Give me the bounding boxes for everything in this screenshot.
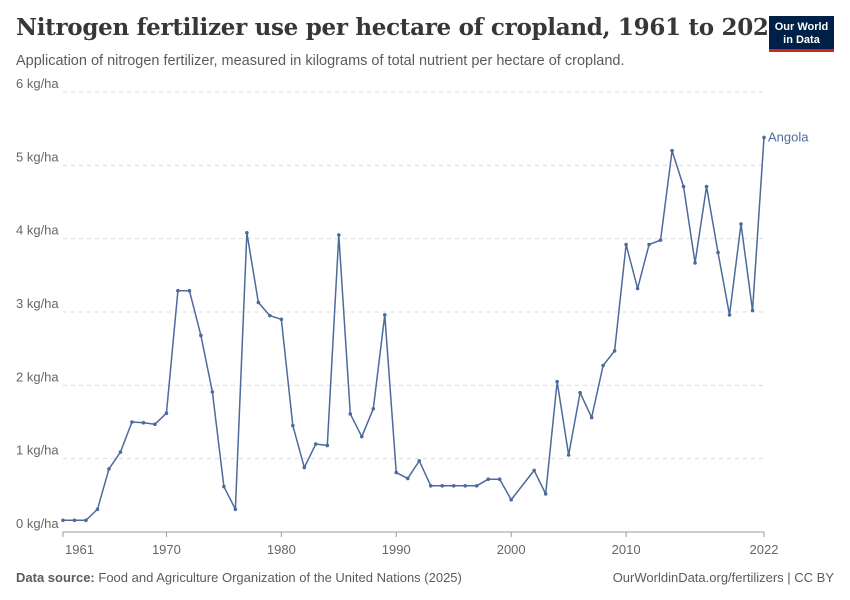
data-point[interactable] [233,507,238,512]
data-point[interactable] [268,313,272,318]
x-tick-label: 1990 [382,542,411,557]
data-point[interactable] [451,484,456,488]
x-tick-label: 1980 [267,542,296,557]
data-point[interactable] [681,184,686,189]
data-point[interactable] [589,415,594,420]
data-point[interactable] [405,476,410,481]
data-point[interactable] [532,468,536,473]
data-point[interactable] [348,412,353,416]
data-point[interactable] [750,308,755,313]
data-point[interactable] [176,288,180,293]
data-point[interactable] [382,313,387,317]
data-source-text: Food and Agriculture Organization of the… [98,570,462,585]
series-layer: Angola [61,129,809,523]
chart-subtitle: Application of nitrogen fertilizer, meas… [16,53,625,69]
data-point[interactable] [670,148,674,153]
data-source: Data source: Food and Agriculture Organi… [16,570,462,585]
data-point[interactable] [658,238,663,242]
data-point[interactable] [566,453,571,457]
logo-line-1: Our World [774,21,829,33]
data-point[interactable] [474,484,479,488]
data-point[interactable] [337,233,341,237]
data-point[interactable] [612,349,617,353]
data-point[interactable] [187,288,192,293]
data-point[interactable] [302,465,307,470]
data-point[interactable] [84,518,88,523]
data-point[interactable] [624,242,628,247]
data-point[interactable] [440,484,445,488]
data-point[interactable] [509,497,513,502]
data-source-label: Data source: [16,570,95,585]
x-tick-label: 2000 [497,542,526,557]
y-tick-label: 3 kg/ha [16,296,59,311]
gridlines [63,91,764,460]
data-point[interactable] [95,507,100,512]
y-tick-label: 0 kg/ha [16,516,59,531]
x-tick-label: 1970 [152,542,181,557]
data-point[interactable] [210,390,215,394]
data-point[interactable] [704,184,709,189]
data-point[interactable] [256,300,261,305]
axes: 0 kg/ha 1 kg/ha 2 kg/ha 3 kg/ha 4 kg/ha 5 kg/… [16,76,778,557]
data-point[interactable] [394,470,399,475]
y-tick-label: 1 kg/ha [16,443,59,458]
data-point[interactable] [118,450,123,454]
data-point[interactable] [693,261,697,265]
data-point[interactable] [61,518,65,523]
chart-title: Nitrogen fertilizer use per hectare of c… [16,14,785,41]
data-point[interactable] [371,407,376,411]
y-tick-label: 2 kg/ha [16,369,59,384]
data-point[interactable] [314,442,318,446]
series-label: Angola [768,129,809,144]
data-point[interactable] [199,333,203,338]
data-point[interactable] [291,423,295,428]
data-point[interactable] [428,484,433,488]
logo-line-2: in Data [783,34,820,46]
x-tick-label: 2022 [750,542,779,557]
data-point[interactable] [716,250,720,255]
data-point[interactable] [497,477,502,482]
footer-link[interactable]: OurWorldinData.org/fertilizers | CC BY [612,570,834,585]
y-tick-label: 5 kg/ha [16,149,59,164]
data-point[interactable] [153,422,157,427]
data-point[interactable] [635,286,640,291]
owid-logo[interactable]: Our World in Data [769,16,834,52]
data-point[interactable] [141,420,146,425]
data-point[interactable] [578,390,582,395]
data-point[interactable] [601,363,605,368]
series-line-angola[interactable] [63,137,765,522]
data-point[interactable] [107,467,111,471]
data-point[interactable] [130,420,134,424]
data-point[interactable] [543,492,548,496]
data-point[interactable] [279,317,284,322]
data-point[interactable] [72,518,77,523]
data-point[interactable] [359,434,364,439]
data-point[interactable] [647,242,651,247]
data-point[interactable] [164,411,169,416]
data-point[interactable] [325,443,330,448]
y-tick-label: 6 kg/ha [16,76,59,91]
data-point[interactable] [417,459,422,463]
data-point[interactable] [739,222,743,226]
data-point[interactable] [463,484,468,488]
x-tick-label: 1961 [65,542,94,557]
y-tick-label: 4 kg/ha [16,223,59,238]
data-point[interactable] [762,135,766,140]
data-point[interactable] [727,313,732,317]
data-point[interactable] [486,477,490,482]
data-point[interactable] [555,379,559,384]
x-tick-label: 2010 [612,542,641,557]
data-point[interactable] [245,231,249,235]
data-point[interactable] [222,484,226,489]
